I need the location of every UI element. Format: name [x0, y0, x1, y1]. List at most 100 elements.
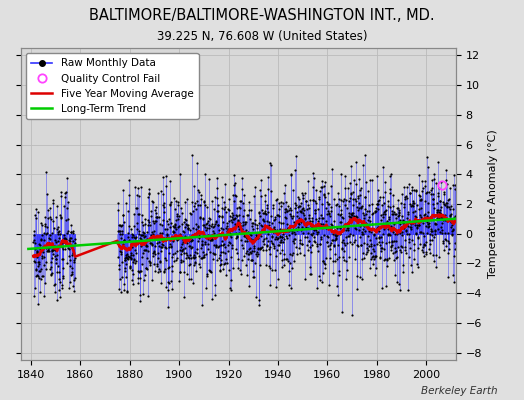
Point: [383, 283, 391, 290]
Point: [151, 250, 159, 257]
Point: [430, 176, 438, 182]
Point: [452, 215, 460, 221]
Point: [442, 200, 450, 206]
Point: [193, 198, 201, 204]
Point: [172, 237, 181, 243]
Point: [50, 246, 58, 252]
Point: [214, 208, 222, 214]
Point: [153, 214, 161, 220]
Point: [321, 179, 330, 186]
Point: [418, 178, 426, 184]
Point: [258, 222, 266, 229]
Point: [343, 224, 351, 231]
Point: [280, 236, 288, 243]
Point: [288, 227, 296, 234]
Point: [125, 222, 134, 229]
Point: [292, 219, 300, 225]
Point: [420, 252, 428, 259]
Point: [351, 214, 359, 220]
Point: [57, 215, 65, 221]
Point: [222, 209, 230, 216]
Point: [261, 222, 270, 229]
Point: [432, 264, 440, 270]
Point: [405, 238, 413, 245]
Point: [392, 254, 400, 261]
Point: [400, 200, 408, 207]
Point: [242, 227, 250, 233]
Point: [149, 218, 158, 224]
Point: [430, 258, 438, 264]
Point: [37, 236, 45, 242]
Point: [390, 220, 398, 227]
Point: [48, 230, 57, 236]
Point: [437, 204, 445, 210]
Point: [167, 243, 175, 250]
Point: [292, 225, 300, 232]
Point: [65, 253, 73, 260]
Point: [308, 230, 316, 236]
Point: [316, 221, 325, 228]
Point: [158, 230, 167, 236]
Point: [223, 228, 231, 234]
Point: [64, 215, 72, 222]
Point: [308, 218, 316, 224]
Point: [365, 265, 374, 272]
Point: [150, 261, 158, 267]
Point: [444, 238, 452, 244]
Point: [415, 222, 423, 228]
Point: [344, 233, 353, 240]
Point: [226, 232, 235, 239]
Point: [44, 248, 52, 254]
Point: [442, 243, 451, 250]
Point: [281, 182, 290, 189]
Point: [249, 268, 257, 274]
Point: [333, 283, 342, 289]
Point: [46, 214, 54, 220]
Point: [277, 199, 286, 206]
Point: [450, 278, 458, 285]
Point: [431, 228, 439, 234]
Point: [390, 249, 399, 256]
Point: [314, 206, 322, 212]
Point: [322, 255, 330, 261]
Point: [213, 244, 222, 250]
Point: [58, 240, 67, 246]
Point: [167, 199, 176, 206]
Point: [150, 220, 159, 226]
Point: [219, 266, 227, 272]
Point: [228, 245, 236, 252]
Point: [438, 220, 446, 226]
Point: [279, 251, 288, 258]
Point: [192, 232, 200, 239]
Point: [384, 232, 392, 238]
Point: [293, 212, 301, 219]
Point: [214, 222, 222, 228]
Point: [287, 213, 296, 220]
Point: [152, 214, 160, 220]
Point: [60, 235, 69, 241]
Point: [148, 241, 156, 248]
Point: [307, 264, 315, 270]
Point: [416, 212, 424, 218]
Point: [52, 268, 61, 275]
Point: [413, 235, 422, 241]
Point: [342, 233, 351, 240]
Point: [416, 241, 424, 247]
Point: [225, 213, 234, 219]
Point: [168, 286, 176, 292]
Point: [241, 232, 249, 238]
Point: [282, 205, 290, 212]
Point: [437, 224, 445, 230]
Point: [369, 261, 377, 267]
Point: [311, 207, 320, 214]
Point: [270, 226, 279, 232]
Point: [277, 220, 285, 226]
Point: [328, 165, 336, 172]
Point: [32, 254, 41, 260]
Point: [251, 220, 259, 227]
Point: [375, 238, 383, 245]
Point: [66, 262, 74, 269]
Point: [48, 248, 56, 254]
Point: [220, 206, 228, 212]
Point: [279, 220, 287, 226]
